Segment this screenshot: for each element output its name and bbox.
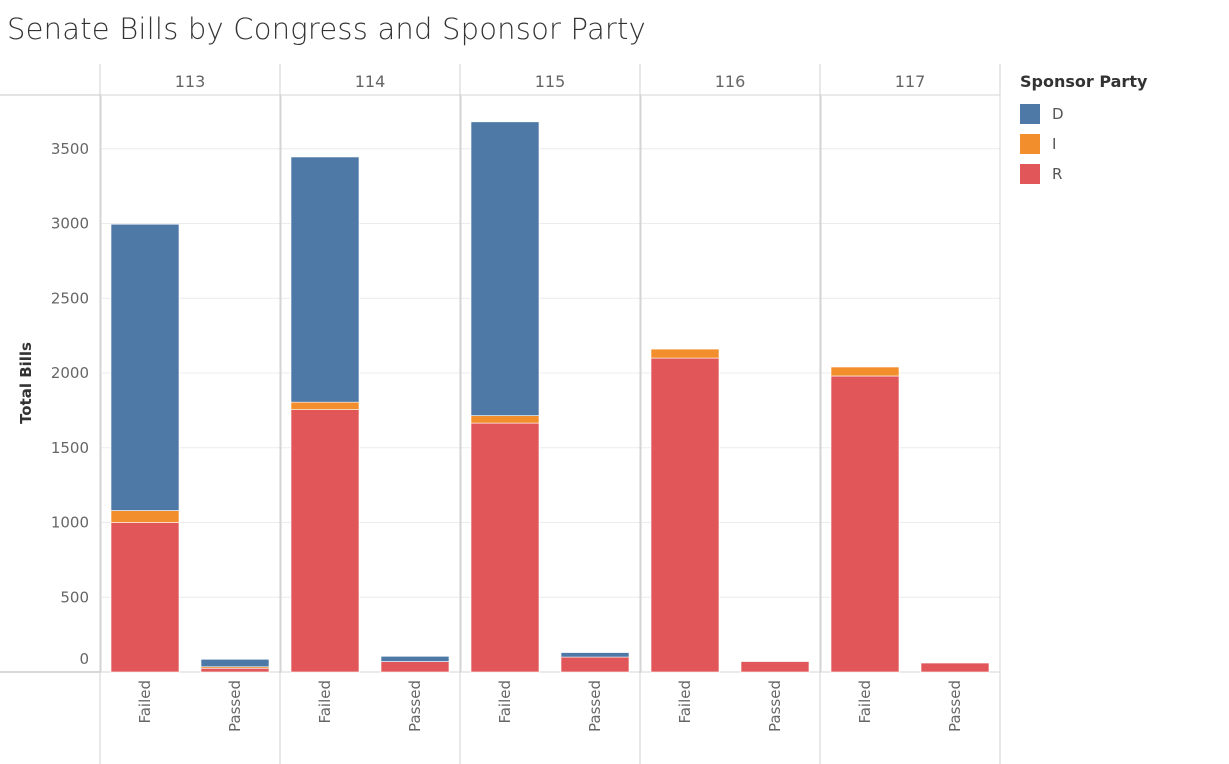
bar-115-failed-i <box>470 415 540 424</box>
bar-116-passed-r <box>740 661 810 673</box>
bar-115-passed-r <box>560 656 630 673</box>
y-tick-label-2500: 2500 <box>51 289 89 307</box>
y-tick-label-1500: 1500 <box>51 439 89 457</box>
chart-title: Senate Bills by Congress and Sponsor Par… <box>7 12 646 46</box>
congress-header-116: 116 <box>715 72 746 91</box>
status-label-116-passed: Passed <box>766 680 784 732</box>
bars-layer <box>110 121 990 673</box>
bar-115-passed-d <box>560 652 630 658</box>
y-tick-label-2000: 2000 <box>51 364 89 382</box>
y-tick-label-500: 500 <box>60 588 89 606</box>
status-label-117-failed: Failed <box>856 680 874 724</box>
bar-116-failed-r <box>650 357 720 673</box>
legend-item-d[interactable]: D <box>1020 99 1147 129</box>
status-label-113-passed: Passed <box>226 680 244 732</box>
legend-title: Sponsor Party <box>1020 72 1148 91</box>
bar-113-failed-r <box>110 522 180 673</box>
bar-113-failed-i <box>110 510 180 523</box>
grid-layer <box>100 148 1000 598</box>
bar-113-failed-d <box>110 223 180 511</box>
bar-114-passed-d <box>380 656 450 662</box>
bar-115-failed-d <box>470 121 540 416</box>
bar-113-passed-d <box>200 658 270 668</box>
bar-117-failed-i <box>830 366 900 377</box>
bar-114-failed-r <box>290 409 360 673</box>
legend-item-r[interactable]: R <box>1020 159 1147 189</box>
bar-115-failed-r <box>470 422 540 673</box>
legend-item-i[interactable]: I <box>1020 129 1147 159</box>
status-label-117-passed: Passed <box>946 680 964 732</box>
congress-header-117: 117 <box>895 72 926 91</box>
y-tick-label-3500: 3500 <box>51 140 89 158</box>
bar-113-passed-r <box>200 667 270 673</box>
legend: Sponsor Party D I R <box>1020 72 1147 189</box>
status-label-115-passed: Passed <box>586 680 604 732</box>
bar-116-failed-i <box>650 348 720 359</box>
congress-header-113: 113 <box>175 72 206 91</box>
y-tick-label-1000: 1000 <box>51 514 89 532</box>
status-label-115-failed: Failed <box>496 680 514 724</box>
legend-swatch-d <box>1020 104 1040 124</box>
legend-label-i: I <box>1052 135 1057 153</box>
congress-header-115: 115 <box>535 72 566 91</box>
panel-frame-117 <box>820 94 1001 673</box>
bar-114-failed-d <box>290 156 360 403</box>
status-label-114-passed: Passed <box>406 680 424 732</box>
bar-114-passed-r <box>380 661 450 673</box>
legend-swatch-r <box>1020 164 1040 184</box>
labels-layer: 0 500 1000 1500 2000 2500 3000 3500 Total Bills 1… <box>17 72 964 732</box>
y-tick-label-3000: 3000 <box>51 215 89 233</box>
status-label-113-failed: Failed <box>136 680 154 724</box>
legend-label-d: D <box>1052 105 1064 123</box>
y-axis-title: Total Bills <box>17 342 35 424</box>
bar-117-failed-r <box>830 375 900 673</box>
status-label-116-failed: Failed <box>676 680 694 724</box>
congress-header-114: 114 <box>355 72 386 91</box>
bar-117-passed-r <box>920 662 990 673</box>
bar-114-failed-i <box>290 401 360 410</box>
y-tick-label-0: 0 <box>79 650 89 668</box>
legend-swatch-i <box>1020 134 1040 154</box>
legend-label-r: R <box>1052 165 1063 183</box>
status-label-114-failed: Failed <box>316 680 334 724</box>
